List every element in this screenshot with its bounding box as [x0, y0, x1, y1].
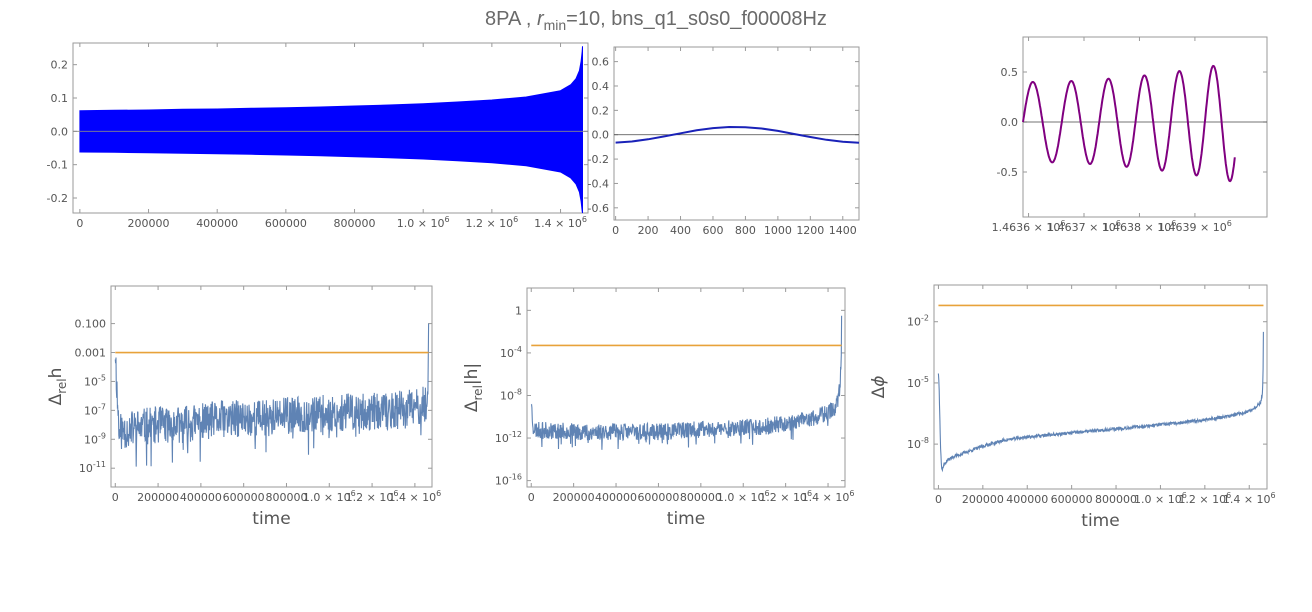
y-tick-label: -0.1	[47, 159, 68, 172]
x-tick-label: 1.4639 × 106	[1158, 219, 1232, 234]
y-tick-label: 10-8	[907, 436, 929, 451]
x-tick-label: 600000	[223, 491, 265, 504]
y-axis-label: Δrelh	[46, 368, 69, 406]
x-tick-label: 0	[528, 491, 535, 504]
x-tick-label: 1.4 × 106	[534, 215, 587, 230]
x-tick-label: 1200	[796, 224, 824, 237]
plot-frame	[110, 285, 433, 488]
x-tick-label: 400000	[1006, 493, 1048, 506]
x-tick-label: 1400	[829, 224, 857, 237]
y-tick-label: 10-12	[495, 430, 522, 445]
y-tick-label: -0.5	[997, 166, 1018, 179]
x-axis-label: time	[667, 509, 705, 529]
plot-frame	[526, 287, 846, 488]
y-tick-label: 10-5	[84, 373, 106, 388]
x-tick-label: 200000	[962, 493, 1004, 506]
y-tick-label: 0.6	[592, 56, 610, 69]
x-tick-label: 1.2 × 106	[465, 215, 518, 230]
y-tick-label: 0.100	[75, 318, 107, 331]
error-series-line	[530, 315, 843, 450]
x-tick-label: 800000	[334, 217, 376, 230]
y-tick-label: 1	[515, 304, 522, 317]
y-tick-label: 0.001	[75, 347, 107, 360]
y-tick-label: 10-7	[84, 402, 106, 417]
x-tick-label: 1000	[764, 224, 792, 237]
error-series-line	[114, 323, 430, 467]
x-tick-label: 0	[112, 491, 119, 504]
y-tick-label: 0.0	[1001, 116, 1019, 129]
y-tick-label: -0.2	[47, 192, 68, 205]
x-tick-label: 1.4 × 106	[1223, 491, 1276, 506]
y-tick-label: 0.4	[592, 80, 610, 93]
y-tick-label: 10-5	[907, 375, 929, 390]
x-tick-label: 1.0 × 106	[1134, 491, 1187, 506]
x-tick-label: 600000	[265, 217, 307, 230]
y-tick-label: 10-8	[500, 387, 522, 402]
x-tick-label: 200	[638, 224, 659, 237]
x-tick-label: 600000	[637, 491, 679, 504]
x-tick-label: 0	[76, 217, 83, 230]
x-tick-label: 800000	[265, 491, 307, 504]
x-tick-label: 600000	[1051, 493, 1093, 506]
x-tick-label: 800000	[1095, 493, 1137, 506]
y-tick-label: 0.2	[51, 59, 69, 72]
y-axis-label: Δϕ	[869, 376, 889, 399]
x-tick-label: 1.0 × 106	[397, 215, 450, 230]
y-tick-label: -0.4	[588, 177, 609, 190]
x-tick-label: 1.4 × 106	[388, 489, 441, 504]
figure-title: 8PA , rmin=10, bns_q1_s0s0_f00008Hz	[485, 8, 827, 33]
plot-frame	[933, 284, 1268, 490]
x-tick-label: 1.0 × 106	[303, 489, 356, 504]
x-tick-label: 0	[935, 493, 942, 506]
x-tick-label: 200000	[553, 491, 595, 504]
x-tick-label: 200000	[137, 491, 179, 504]
x-tick-label: 800000	[680, 491, 722, 504]
plot-frame	[72, 42, 589, 214]
y-tick-label: 10-16	[495, 473, 522, 488]
y-axis-label: Δrel|h|	[462, 363, 485, 412]
plot-frame	[613, 46, 860, 221]
x-tick-label: 800	[735, 224, 756, 237]
x-tick-label: 1.4 × 106	[802, 489, 855, 504]
y-tick-label: 0.0	[51, 125, 69, 138]
y-tick-label: 10-4	[500, 345, 522, 360]
x-tick-label: 200000	[128, 217, 170, 230]
error-series-line	[937, 331, 1264, 473]
x-tick-label: 400000	[595, 491, 637, 504]
x-tick-label: 600	[702, 224, 723, 237]
x-tick-label: 1.2 × 106	[759, 489, 812, 504]
waveform-envelope	[79, 46, 583, 214]
x-axis-label: time	[1081, 511, 1119, 531]
x-tick-label: 1.2 × 106	[1178, 491, 1231, 506]
x-tick-label: 400000	[180, 491, 222, 504]
waveform-line	[615, 125, 860, 144]
y-tick-label: 0.1	[51, 92, 69, 105]
x-tick-label: 0	[612, 224, 619, 237]
x-tick-label: 400	[670, 224, 691, 237]
y-tick-label: 0.5	[1001, 66, 1019, 79]
plot-frame	[1022, 36, 1268, 218]
x-tick-label: 1.4636 × 106	[992, 219, 1066, 234]
y-tick-label: 0.0	[592, 129, 610, 142]
x-tick-label: 1.2 × 106	[346, 489, 399, 504]
waveform-line	[1022, 64, 1236, 183]
y-tick-label: 10-11	[79, 460, 106, 475]
x-tick-label: 1.4638 × 106	[1103, 219, 1177, 234]
x-tick-label: 1.0 × 106	[717, 489, 770, 504]
x-tick-label: 1.4637 × 106	[1047, 219, 1121, 234]
y-tick-label: 10-2	[907, 314, 929, 329]
x-tick-label: 400000	[196, 217, 238, 230]
y-tick-label: -0.6	[588, 202, 609, 215]
x-axis-label: time	[252, 509, 290, 529]
y-tick-label: 0.2	[592, 104, 610, 117]
y-tick-label: -0.2	[588, 153, 609, 166]
y-tick-label: 10-9	[84, 431, 106, 446]
